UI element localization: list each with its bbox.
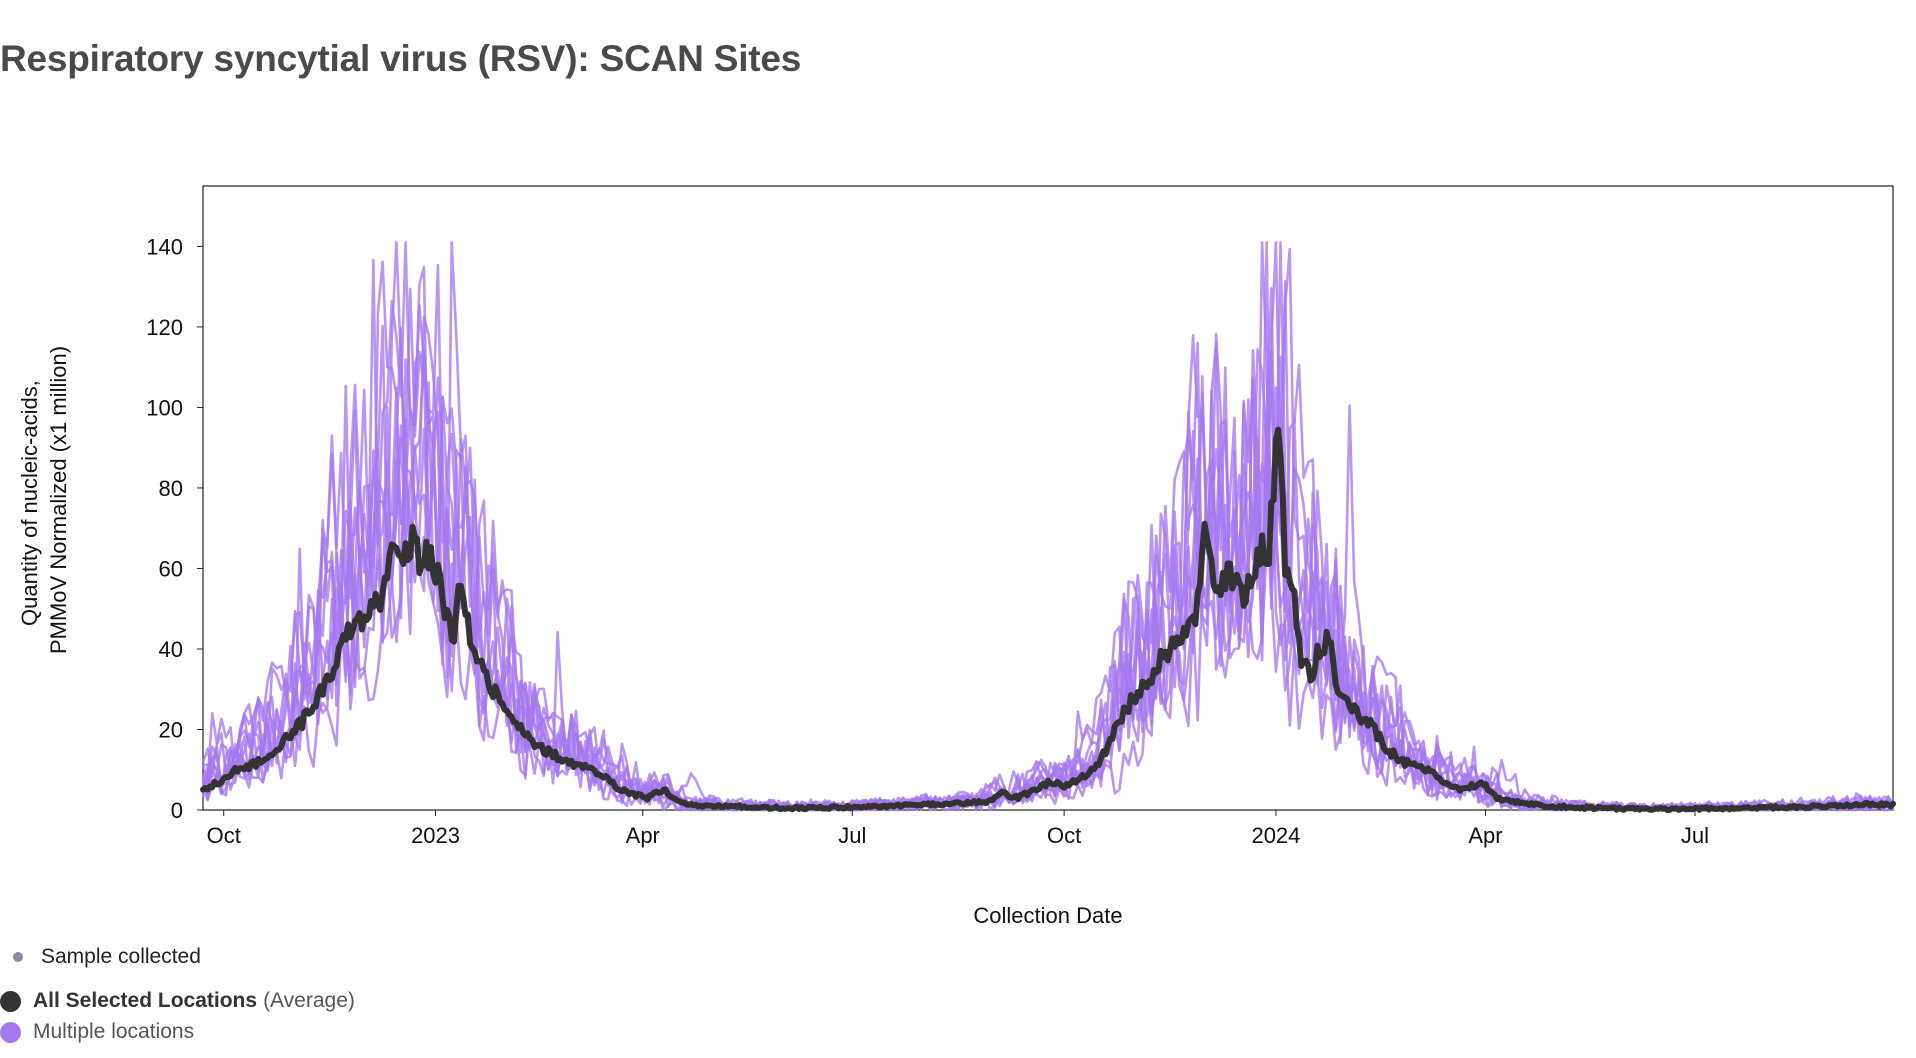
plot-frame (202, 185, 1894, 811)
x-axis-label: Collection Date (973, 903, 1122, 928)
x-tick-label: Apr (1468, 823, 1502, 848)
y-tick-label: 120 (146, 315, 183, 340)
locations-dot-icon (0, 1021, 21, 1043)
x-tick-label: Oct (207, 823, 241, 848)
average-dot-icon (0, 990, 21, 1012)
chart-figure: Oct 2023 Apr Jul Oct 2024 Apr Jul 0 20 40 60 80 100 1… (17, 185, 1896, 928)
x-tick-label: 2024 (1251, 823, 1300, 848)
y-axis-label-line-2: PMMoV Normalized (x1 million) (46, 346, 71, 654)
y-tick-label: 100 (146, 395, 183, 420)
y-axis-label-line-1: Quantity of nucleic-acids, (17, 380, 42, 626)
sample-dot-icon (13, 952, 23, 962)
legend-sample-label: Sample collected (41, 945, 201, 968)
y-tick-label: 0 (171, 798, 183, 823)
y-tick-label: 40 (159, 637, 183, 662)
legend-multi-label: Multiple locations (33, 1020, 195, 1043)
x-tick-label: Oct (1047, 823, 1081, 848)
legend-item-average[interactable]: All Selected Locations (Average) (0, 989, 355, 1013)
legend-item-sample[interactable]: Sample collected (0, 945, 201, 969)
location-lines-group (201, 241, 1895, 812)
x-tick-label: 2023 (411, 823, 460, 848)
x-axis: Oct 2023 Apr Jul Oct 2024 Apr Jul (207, 810, 1709, 848)
average-series-line (200, 426, 1896, 813)
legend-item-multiple-locations[interactable]: Multiple locations (0, 1020, 194, 1044)
y-tick-label: 80 (159, 476, 183, 501)
y-axis-label: Quantity of nucleic-acids, PMMoV Normali… (17, 346, 71, 654)
chart-title: Respiratory syncytial virus (RSV): SCAN … (0, 38, 802, 79)
x-tick-label: Jul (838, 823, 866, 848)
x-tick-label: Apr (626, 823, 660, 848)
y-tick-label: 20 (159, 717, 183, 742)
x-tick-label: Jul (1681, 823, 1709, 848)
legend-average-suffix: (Average) (263, 989, 355, 1012)
y-axis: 0 20 40 60 80 100 120 140 (146, 234, 203, 823)
legend-average-label: All Selected Locations (33, 989, 258, 1012)
average-line-group (200, 426, 1896, 813)
y-tick-label: 60 (159, 556, 183, 581)
y-tick-label: 140 (146, 234, 183, 259)
